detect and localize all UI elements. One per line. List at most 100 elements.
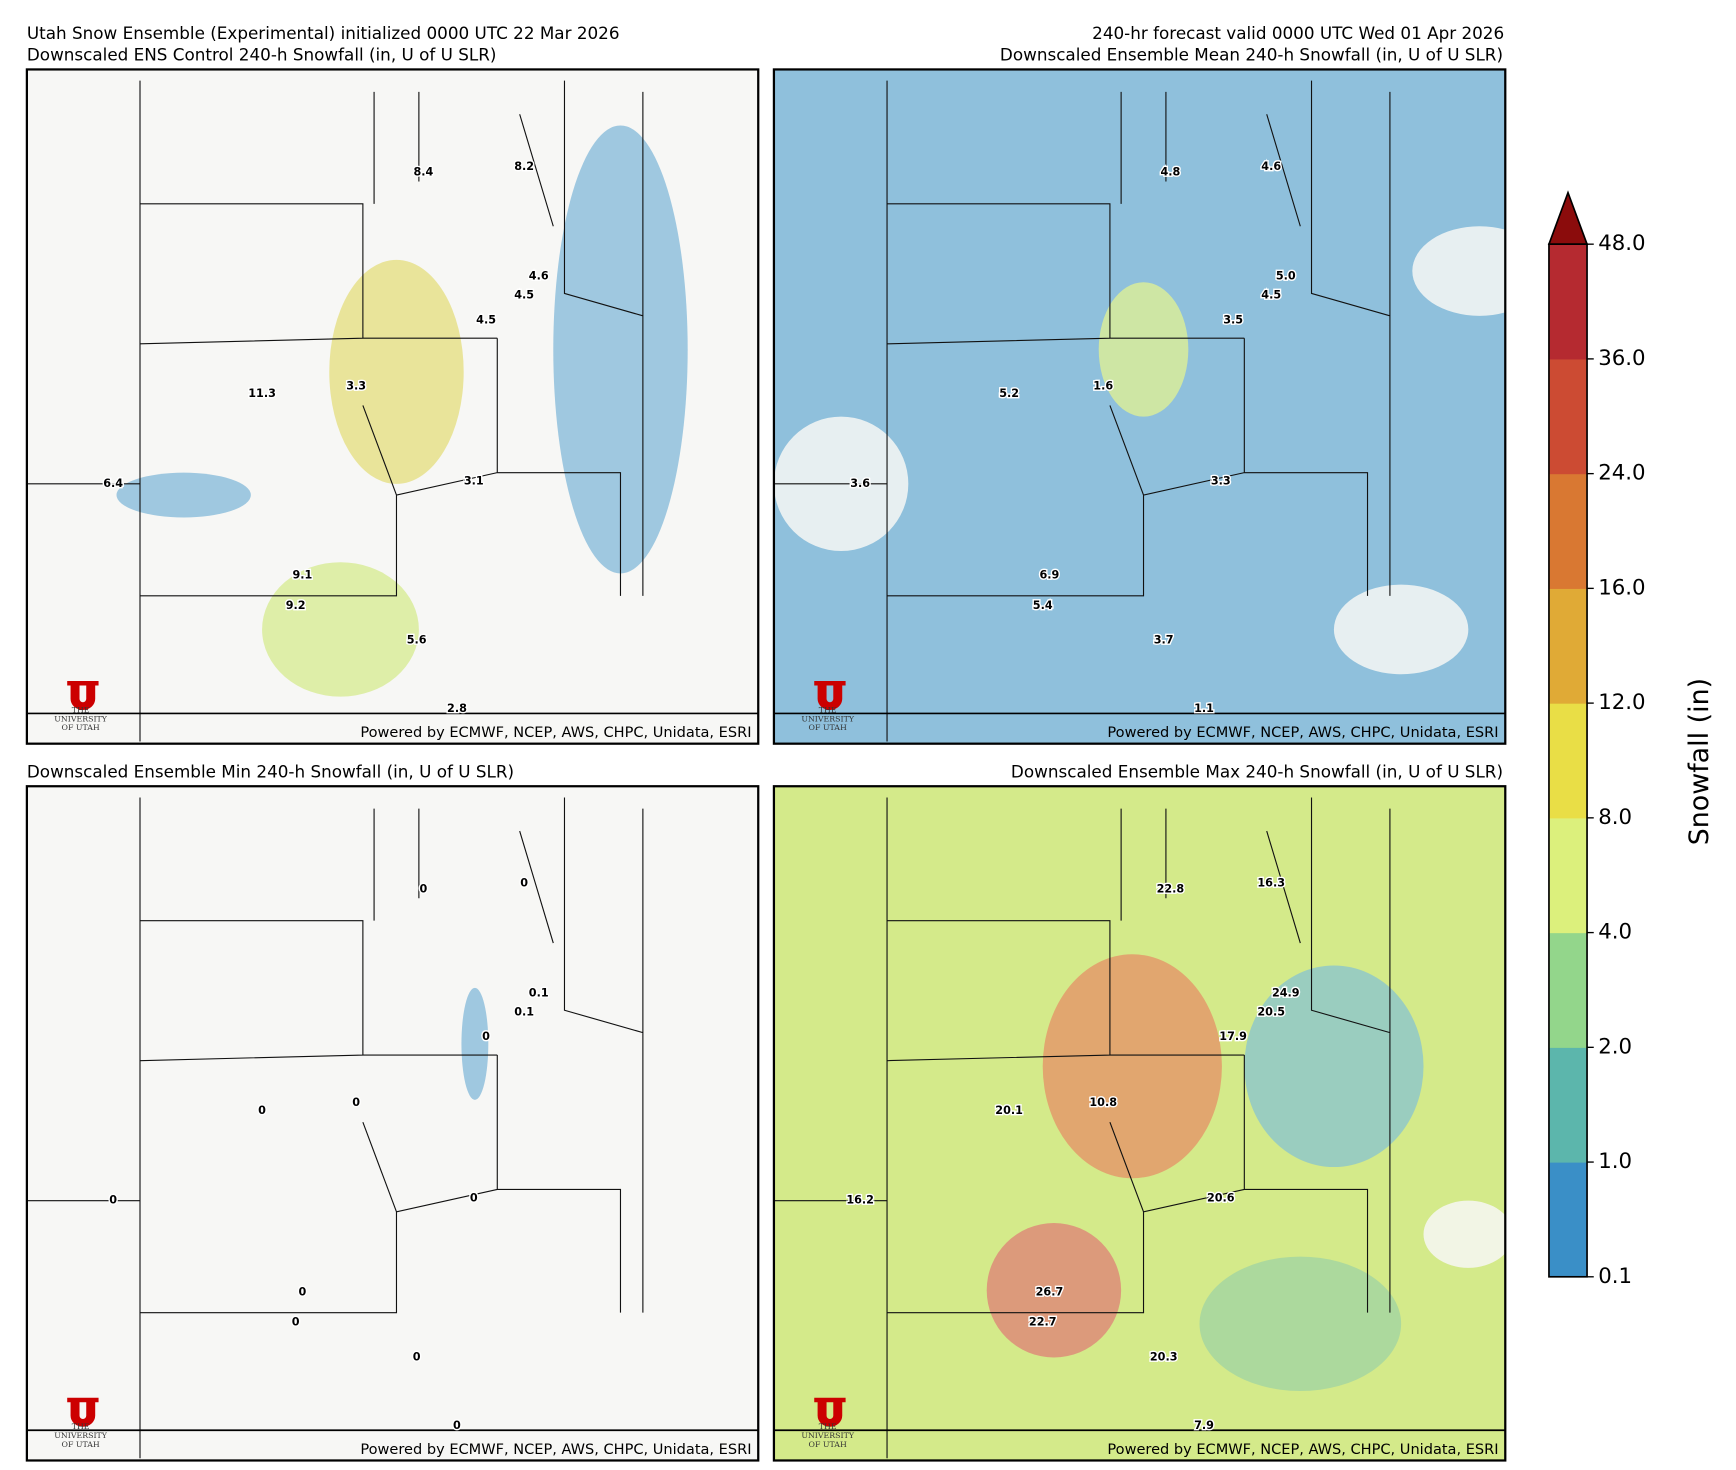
logo-mark (814, 680, 846, 710)
field-shade (116, 472, 251, 518)
point-label: 9.1 (292, 569, 312, 582)
logo-mark (67, 1397, 99, 1427)
field-shade (1042, 954, 1222, 1179)
point-label: 24.9 (1272, 986, 1300, 999)
logo-text: OF UTAH (62, 1440, 100, 1449)
point-label: 0 (352, 1096, 360, 1109)
point-label: 4.5 (514, 289, 534, 302)
logo-mark (814, 1397, 846, 1427)
point-label: 20.1 (995, 1104, 1023, 1117)
point-label: 3.3 (1211, 475, 1231, 488)
point-label: 4.5 (1261, 289, 1281, 302)
point-label: 8.4 (413, 165, 433, 178)
point-label: 26.7 (1036, 1285, 1064, 1298)
point-label: 16.3 (1257, 877, 1285, 890)
point-label: 3.5 (1223, 313, 1243, 326)
colorbar-tick-label: 1.0 (1598, 1149, 1632, 1174)
state-borders (26, 80, 644, 742)
state-borders (773, 797, 1391, 1459)
credit: Powered by ECMWF, NCEP, AWS, CHPC, Unida… (1107, 1441, 1498, 1458)
point-label: 4.6 (529, 270, 549, 283)
point-label: 4.6 (1261, 160, 1281, 173)
state-borders (26, 797, 644, 1459)
logo-text: THE (72, 1422, 90, 1431)
colorbar-label: Snowfall (in) (1684, 678, 1715, 845)
point-label: 22.7 (1029, 1316, 1057, 1329)
point-label: 6.4 (103, 477, 123, 490)
colorbar-tick-label: 48.0 (1598, 231, 1645, 256)
point-label: 0 (299, 1285, 307, 1298)
point-label: 6.9 (1040, 569, 1060, 582)
colorbar-tick-label: 24.0 (1598, 461, 1645, 486)
colorbar-tick-label: 16.0 (1598, 575, 1645, 600)
point-label: 22.8 (1157, 882, 1185, 895)
field-shade (986, 1223, 1122, 1358)
panel-border (772, 68, 1507, 745)
point-label: 10.8 (1089, 1096, 1117, 1109)
credit: Powered by ECMWF, NCEP, AWS, CHPC, Unida… (360, 1441, 751, 1458)
colorbar-border (1548, 243, 1588, 1278)
field-shade (1244, 965, 1424, 1168)
colorbar-tick-label: 36.0 (1598, 346, 1645, 371)
logo-text: OF UTAH (809, 1440, 847, 1449)
point-label: 0 (292, 1316, 300, 1329)
point-label: 3.7 (1154, 634, 1174, 647)
colorbar-extend (1547, 190, 1589, 246)
logo-text: UNIVERSITY (801, 714, 854, 723)
header-right: 240-hr forecast valid 0000 UTC Wed 01 Ap… (1092, 23, 1504, 43)
point-label: 5.2 (999, 387, 1019, 400)
point-label: 9.2 (286, 599, 306, 612)
point-label: 0 (520, 877, 528, 890)
point-label: 0 (470, 1191, 478, 1204)
panel-title: Downscaled Ensemble Max 240-h Snowfall (… (1011, 761, 1503, 781)
point-label: 0 (419, 882, 427, 895)
point-label: 1.6 (1093, 379, 1113, 392)
colorbar-band (1548, 473, 1588, 589)
point-label: 0 (453, 1419, 461, 1432)
colorbar-band (1548, 932, 1588, 1048)
point-label: 1.1 (1194, 702, 1214, 715)
colorbar-tick-label: 2.0 (1598, 1034, 1632, 1059)
panel-title: Downscaled Ensemble Min 240-h Snowfall (… (27, 761, 514, 781)
panel-border (772, 785, 1507, 1462)
point-label: 4.5 (476, 313, 496, 326)
field-shade (329, 259, 464, 484)
colorbar-tick-label: 4.0 (1598, 920, 1632, 945)
logo-text: UNIVERSITY (54, 1431, 107, 1440)
point-label: 3.3 (346, 379, 366, 392)
logo-text: OF UTAH (809, 723, 847, 732)
point-label: 20.5 (1257, 1005, 1285, 1018)
point-label: 0 (413, 1350, 421, 1363)
colorbar-band (1548, 244, 1588, 360)
colorbar-band (1548, 358, 1588, 475)
point-label: 2.8 (447, 702, 467, 715)
field-shade (1098, 282, 1189, 417)
colorbar-tick-label: 8.0 (1598, 805, 1632, 830)
point-label: 5.6 (407, 634, 427, 647)
field-shade (553, 125, 688, 574)
point-label: 7.9 (1194, 1419, 1214, 1432)
point-label: 0 (482, 1030, 490, 1043)
panel-title: Downscaled Ensemble Mean 240-h Snowfall … (1000, 44, 1503, 64)
field-shade (1412, 226, 1506, 316)
point-label: 0.1 (514, 1005, 534, 1018)
point-label: 0 (258, 1104, 266, 1117)
field-shade (1333, 584, 1469, 675)
point-label: 11.3 (248, 387, 276, 400)
colorbar-band (1548, 1162, 1588, 1278)
point-label: 8.2 (514, 160, 534, 173)
point-label: 5.4 (1033, 599, 1053, 612)
point-label: 5.0 (1276, 270, 1296, 283)
field-shade (461, 987, 489, 1100)
logo-text: THE (819, 705, 837, 714)
logo-mark (67, 680, 99, 710)
field-shade (1199, 1256, 1402, 1392)
